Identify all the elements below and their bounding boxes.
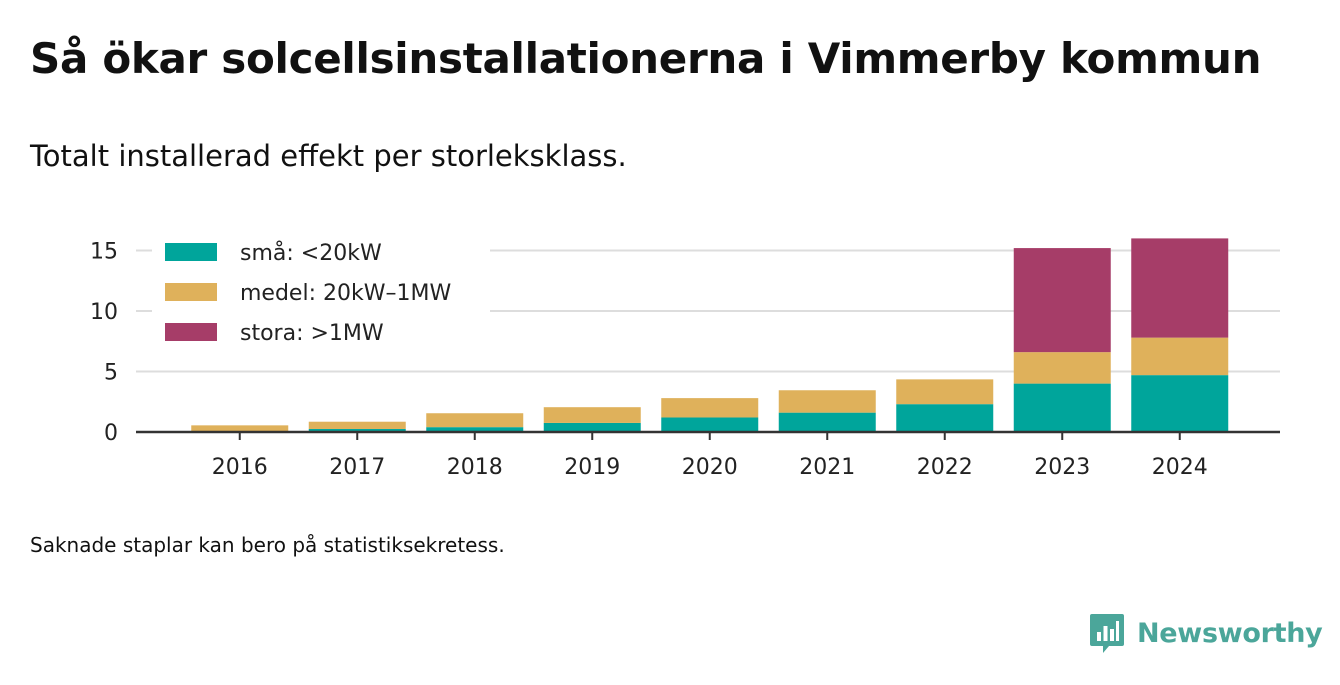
x-tick-label-2023: 2023 — [1034, 455, 1090, 480]
legend-label-2: stora: >1MW — [240, 321, 384, 346]
y-tick-label-0: 0 — [104, 421, 118, 446]
bar-2018-series-0 — [426, 427, 524, 432]
newsworthy-logo-icon — [1090, 614, 1124, 653]
bar-2024-series-0 — [1131, 375, 1229, 432]
newsworthy-logo: Newsworthy — [1089, 612, 1323, 654]
bar-2020-series-0 — [661, 417, 759, 432]
legend-swatch-2 — [165, 323, 217, 341]
y-tick-label-5: 5 — [104, 361, 118, 386]
bar-2024-series-1 — [1131, 337, 1229, 376]
x-tick-label-2021: 2021 — [799, 455, 855, 480]
bar-2021-series-1 — [778, 390, 876, 413]
bar-2022-series-1 — [896, 379, 994, 405]
x-tick-label-2016: 2016 — [212, 455, 268, 480]
chart-subtitle: Totalt installerad effekt per storlekskl… — [30, 139, 627, 173]
footnote: Saknade staplar kan bero på statistiksek… — [30, 533, 505, 557]
legend-swatch-1 — [165, 283, 217, 301]
bar-2019-series-0 — [543, 422, 641, 432]
x-tick-label-2019: 2019 — [564, 455, 620, 480]
legend-label-1: medel: 20kW–1MW — [240, 281, 451, 306]
bar-2017-series-0 — [308, 428, 406, 432]
bar-2022-series-0 — [896, 404, 994, 432]
bar-2023-series-1 — [1013, 352, 1111, 384]
bar-2017-series-1 — [308, 421, 406, 429]
x-tick-label-2022: 2022 — [917, 455, 973, 480]
chart-title: Så ökar solcellsinstallationerna i Vimme… — [30, 34, 1262, 83]
bar-2024-series-2 — [1131, 238, 1229, 338]
legend-label-0: små: <20kW — [240, 240, 382, 266]
stacked-bar-chart: 0 5 10 15 2016 2017 2018 2019 2020 2021 2022 2023 20… — [90, 238, 1280, 480]
bar-2021-series-0 — [778, 412, 876, 432]
bar-2020-series-1 — [661, 398, 759, 418]
newsworthy-brand-name: Newsworthy — [1137, 617, 1323, 649]
bar-2019-series-1 — [543, 407, 641, 423]
x-tick-label-2020: 2020 — [682, 455, 738, 480]
bar-2023-series-2 — [1013, 248, 1111, 353]
bar-2018-series-1 — [426, 413, 524, 428]
y-tick-label-15: 15 — [90, 240, 118, 265]
y-tick-label-10: 10 — [90, 300, 118, 325]
x-tick-label-2018: 2018 — [447, 455, 503, 480]
x-tick-label-2017: 2017 — [329, 455, 385, 480]
x-tick-label-2024: 2024 — [1152, 455, 1208, 480]
legend-swatch-0 — [165, 243, 217, 261]
bar-2023-series-0 — [1013, 383, 1111, 432]
bar-2016-series-1 — [191, 425, 289, 432]
